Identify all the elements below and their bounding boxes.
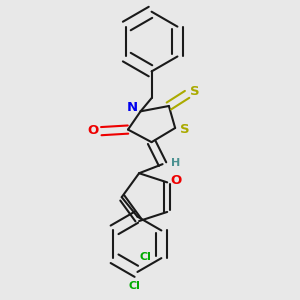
Text: S: S: [190, 85, 200, 98]
Text: S: S: [180, 123, 189, 136]
Text: Cl: Cl: [128, 281, 140, 291]
Text: H: H: [171, 158, 181, 168]
Text: O: O: [88, 124, 99, 137]
Text: N: N: [127, 101, 138, 114]
Text: Cl: Cl: [140, 252, 151, 262]
Text: O: O: [170, 174, 182, 187]
